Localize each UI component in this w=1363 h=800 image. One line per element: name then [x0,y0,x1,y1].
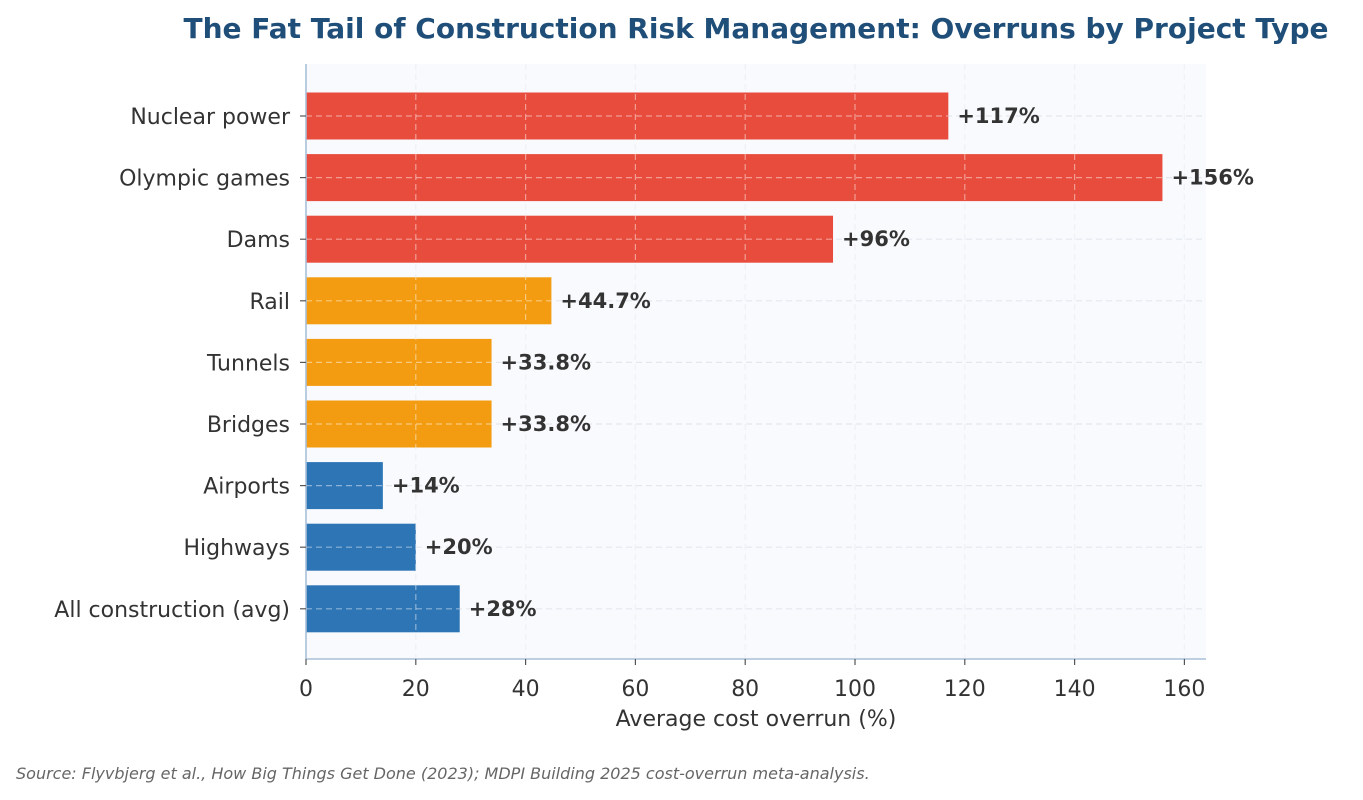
x-tick-label-8: 160 [1163,677,1205,702]
x-tick-label-0: 0 [299,677,313,702]
value-label-6: +14% [392,474,460,498]
bar-highways [306,523,416,571]
bar-rail [306,277,552,325]
bars [306,92,1163,633]
value-label-7: +20% [425,535,493,559]
x-tick-label-2: 40 [512,677,540,702]
value-label-1: +156% [1171,166,1253,190]
value-label-0: +117% [957,104,1039,128]
x-tick-label-6: 120 [944,677,986,702]
grid-lines-over-bars [306,64,1186,659]
x-tick-label-4: 80 [731,677,759,702]
bar-bridges [306,400,492,448]
category-label-6: Airports [203,475,290,500]
chart-title: The Fat Tail of Construction Risk Manage… [184,12,1329,45]
value-label-8: +28% [469,597,537,621]
value-label-2: +96% [842,227,910,251]
category-label-0: Nuclear power [130,105,291,130]
value-label-3: +44.7% [560,289,650,313]
x-tick-label-5: 100 [834,677,876,702]
category-label-5: Bridges [207,413,290,438]
category-label-8: All construction (avg) [54,598,290,623]
x-tick-label-3: 60 [621,677,649,702]
bar-nuclear-power [306,92,949,140]
bar-airports [306,462,383,510]
value-label-5: +33.8% [501,412,591,436]
bar-olympic-games [306,154,1163,202]
category-label-3: Rail [249,290,290,315]
x-axis-title: Average cost overrun (%) [616,707,897,732]
category-label-7: Highways [183,536,290,561]
category-label-1: Olympic games [119,167,290,192]
source-note: Source: Flyvbjerg et al., How Big Things… [16,764,870,783]
value-label-4: +33.8% [501,350,591,374]
x-tick-label-7: 140 [1054,677,1096,702]
bar-dams [306,215,834,263]
category-label-2: Dams [227,228,290,253]
labels: 0 20 40 60 80 100 120 140 160 Nuclear power +117% O… [54,104,1254,702]
x-tick-label-1: 20 [402,677,430,702]
category-label-4: Tunnels [206,351,290,376]
axes [300,64,1206,665]
bar-all-construction-avg [306,585,460,633]
bar-tunnels [306,338,492,386]
